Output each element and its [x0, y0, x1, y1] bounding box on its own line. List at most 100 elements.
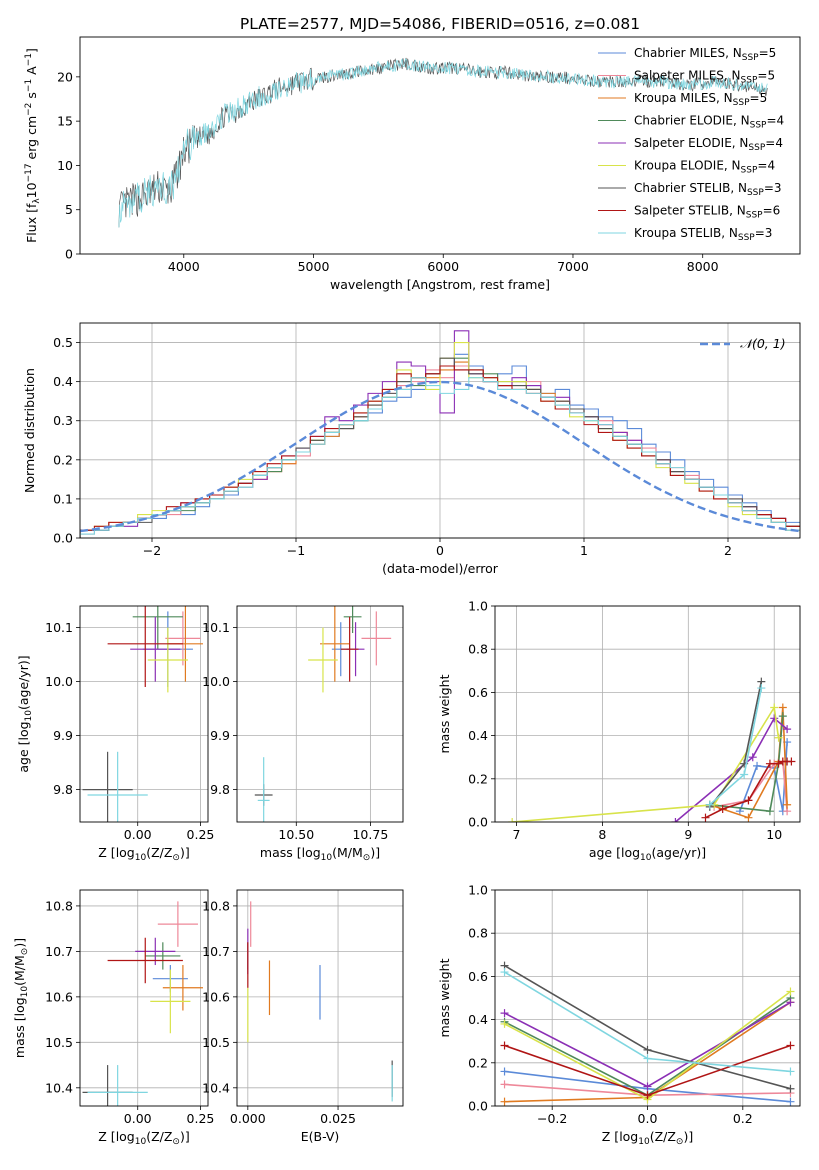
- data-point-marker: [783, 725, 792, 734]
- y-tick-label: 0.2: [53, 452, 73, 467]
- weight-series-line: [709, 716, 784, 813]
- data-point-marker: [643, 1054, 652, 1063]
- data-point-marker: [786, 998, 795, 1007]
- y-tick-label: 10.8: [45, 898, 73, 913]
- x-tick-label: 0.000: [230, 1111, 266, 1126]
- x-tick-label: −0.2: [537, 1111, 567, 1126]
- y-tick-label: 10.5: [202, 1035, 230, 1050]
- x-tick-label: 7000: [557, 259, 589, 274]
- data-point-marker: [744, 813, 753, 822]
- x-tick-label: 0: [436, 543, 444, 558]
- axes-frame: [494, 889, 801, 1107]
- spectrum-panel: 4000 5000 6000 7000 8000 0 5 10 15 20 Chabrier MIL…: [24, 36, 801, 292]
- axes-frame: [236, 889, 404, 1107]
- y-tick-label: 9.8: [53, 782, 73, 797]
- axes-frame: [79, 605, 209, 823]
- data-point-marker: [748, 753, 757, 762]
- x-tick-label: 0.025: [320, 1111, 356, 1126]
- x-tick-label: 6000: [427, 259, 459, 274]
- x-tick-label: 10: [766, 827, 782, 842]
- y-tick-label: 10.6: [45, 989, 73, 1004]
- x-tick-label: 10.50: [278, 827, 314, 842]
- x-axis-label: E(B-V): [301, 1129, 340, 1144]
- axes-frame: [494, 605, 801, 823]
- x-tick-label: −1: [287, 543, 305, 558]
- y-tick-label: 10.4: [202, 1080, 230, 1095]
- x-tick-label: 9: [684, 827, 692, 842]
- data-point-marker: [765, 759, 774, 768]
- y-tick-label: 10.4: [45, 1080, 73, 1095]
- y-tick-label: 0.2: [468, 1055, 488, 1070]
- data-point-marker: [778, 703, 787, 712]
- data-point-marker: [643, 1045, 652, 1054]
- y-axis-label: mass weight: [437, 674, 452, 753]
- data-point-marker: [778, 712, 787, 721]
- y-axis-label: mass [log10(M/M⊙)]: [12, 938, 30, 1058]
- y-tick-label: 0.5: [53, 335, 73, 350]
- legend-entry: Kroupa MILES, NSSP=5: [634, 91, 767, 108]
- data-point-marker: [787, 757, 796, 766]
- data-point-marker: [757, 684, 766, 693]
- gaussian-curve: [80, 380, 800, 533]
- y-tick-label: 9.9: [53, 728, 73, 743]
- data-point-marker: [643, 1082, 652, 1091]
- data-point-marker: [500, 1067, 509, 1076]
- y-tick-label: 1.0: [468, 599, 488, 614]
- data-point-marker: [705, 800, 714, 809]
- x-axis-label: wavelength [Angstrom, rest frame]: [330, 277, 550, 292]
- spectrum-series-line: [118, 58, 768, 228]
- data-point-marker: [508, 818, 517, 822]
- y-tick-label: 0.6: [468, 969, 488, 984]
- ebv-mass-panel: 0.000 0.025 10.4 10.5 10.6 10.7 10.8 E(B-V): [202, 889, 404, 1144]
- y-axis-label: Flux [fλ10−17 erg cm−2 s−1 A−1]: [24, 48, 42, 243]
- y-tick-label: 9.8: [210, 782, 230, 797]
- data-point-marker: [786, 1084, 795, 1093]
- legend-entry: Salpeter ELODIE, NSSP=4: [634, 136, 783, 153]
- y-tick-label: 0.8: [468, 926, 488, 941]
- x-tick-label: 10.75: [352, 827, 388, 842]
- y-tick-label: 0.4: [468, 1012, 488, 1027]
- x-tick-label: 7: [513, 827, 521, 842]
- spectrum-legend: Chabrier MILES, NSSP=5 Salpeter MILES, NS…: [598, 46, 784, 243]
- y-tick-label: 10.7: [45, 944, 73, 959]
- y-tick-label: 0.8: [468, 642, 488, 657]
- y-tick-label: 10.6: [202, 989, 230, 1004]
- x-tick-label: 0.25: [187, 827, 215, 842]
- legend-entry: Chabrier MILES, NSSP=5: [634, 46, 776, 63]
- y-tick-label: 10.0: [202, 674, 230, 689]
- figure-title: PLATE=2577, MJD=54086, FIBERID=0516, z=0…: [240, 15, 640, 33]
- y-tick-label: 0.4: [468, 728, 488, 743]
- data-point-marker: [500, 1097, 509, 1106]
- legend-entry: Chabrier STELIB, NSSP=3: [634, 181, 782, 198]
- y-tick-label: 1.0: [468, 883, 488, 898]
- data-point-marker: [770, 703, 779, 712]
- data-point-marker: [786, 1097, 795, 1106]
- y-axis-label: mass weight: [437, 958, 452, 1037]
- x-axis-label: age [log10(age/yr)]: [589, 845, 706, 863]
- data-point-marker: [744, 796, 753, 805]
- y-tick-label: 10.5: [45, 1035, 73, 1050]
- mass-age-panel: 10.50 10.75 9.8 9.9 10.0 10.1 mass [log10(M/M⊙…: [202, 605, 404, 863]
- x-tick-label: 0.0: [638, 1111, 658, 1126]
- y-tick-label: 10.7: [202, 944, 230, 959]
- data-point-marker: [740, 770, 749, 779]
- x-axis-label: Z [log10(Z/Z⊙)]: [602, 1129, 693, 1147]
- y-tick-label: 0.6: [468, 685, 488, 700]
- x-axis-label: Z [log10(Z/Z⊙)]: [98, 845, 189, 863]
- x-tick-label: 4000: [168, 259, 200, 274]
- x-tick-label: 0.00: [124, 1111, 152, 1126]
- y-tick-label: 0: [65, 247, 73, 262]
- x-tick-label: 2: [724, 543, 732, 558]
- y-tick-label: 20: [57, 69, 73, 84]
- legend-entry: Salpeter STELIB, NSSP=6: [634, 204, 780, 221]
- data-point-marker: [786, 1067, 795, 1076]
- z-weight-panel: −0.2 0.0 0.2 0.0 0.2 0.4 0.6 0.8 1.0 Z [log10(Z/Z…: [437, 883, 801, 1147]
- data-point-marker: [770, 714, 779, 723]
- x-axis-label: Z [log10(Z/Z⊙)]: [98, 1129, 189, 1147]
- z-age-panel: 0.00 0.25 9.8 9.9 10.0 10.1 Z [log10(Z/Z⊙)] age…: [16, 605, 215, 863]
- axes-frame: [236, 605, 404, 823]
- data-point-marker: [500, 1009, 509, 1018]
- data-point-marker: [500, 1019, 509, 1028]
- data-point-marker: [765, 807, 774, 816]
- y-tick-label: 5: [65, 202, 73, 217]
